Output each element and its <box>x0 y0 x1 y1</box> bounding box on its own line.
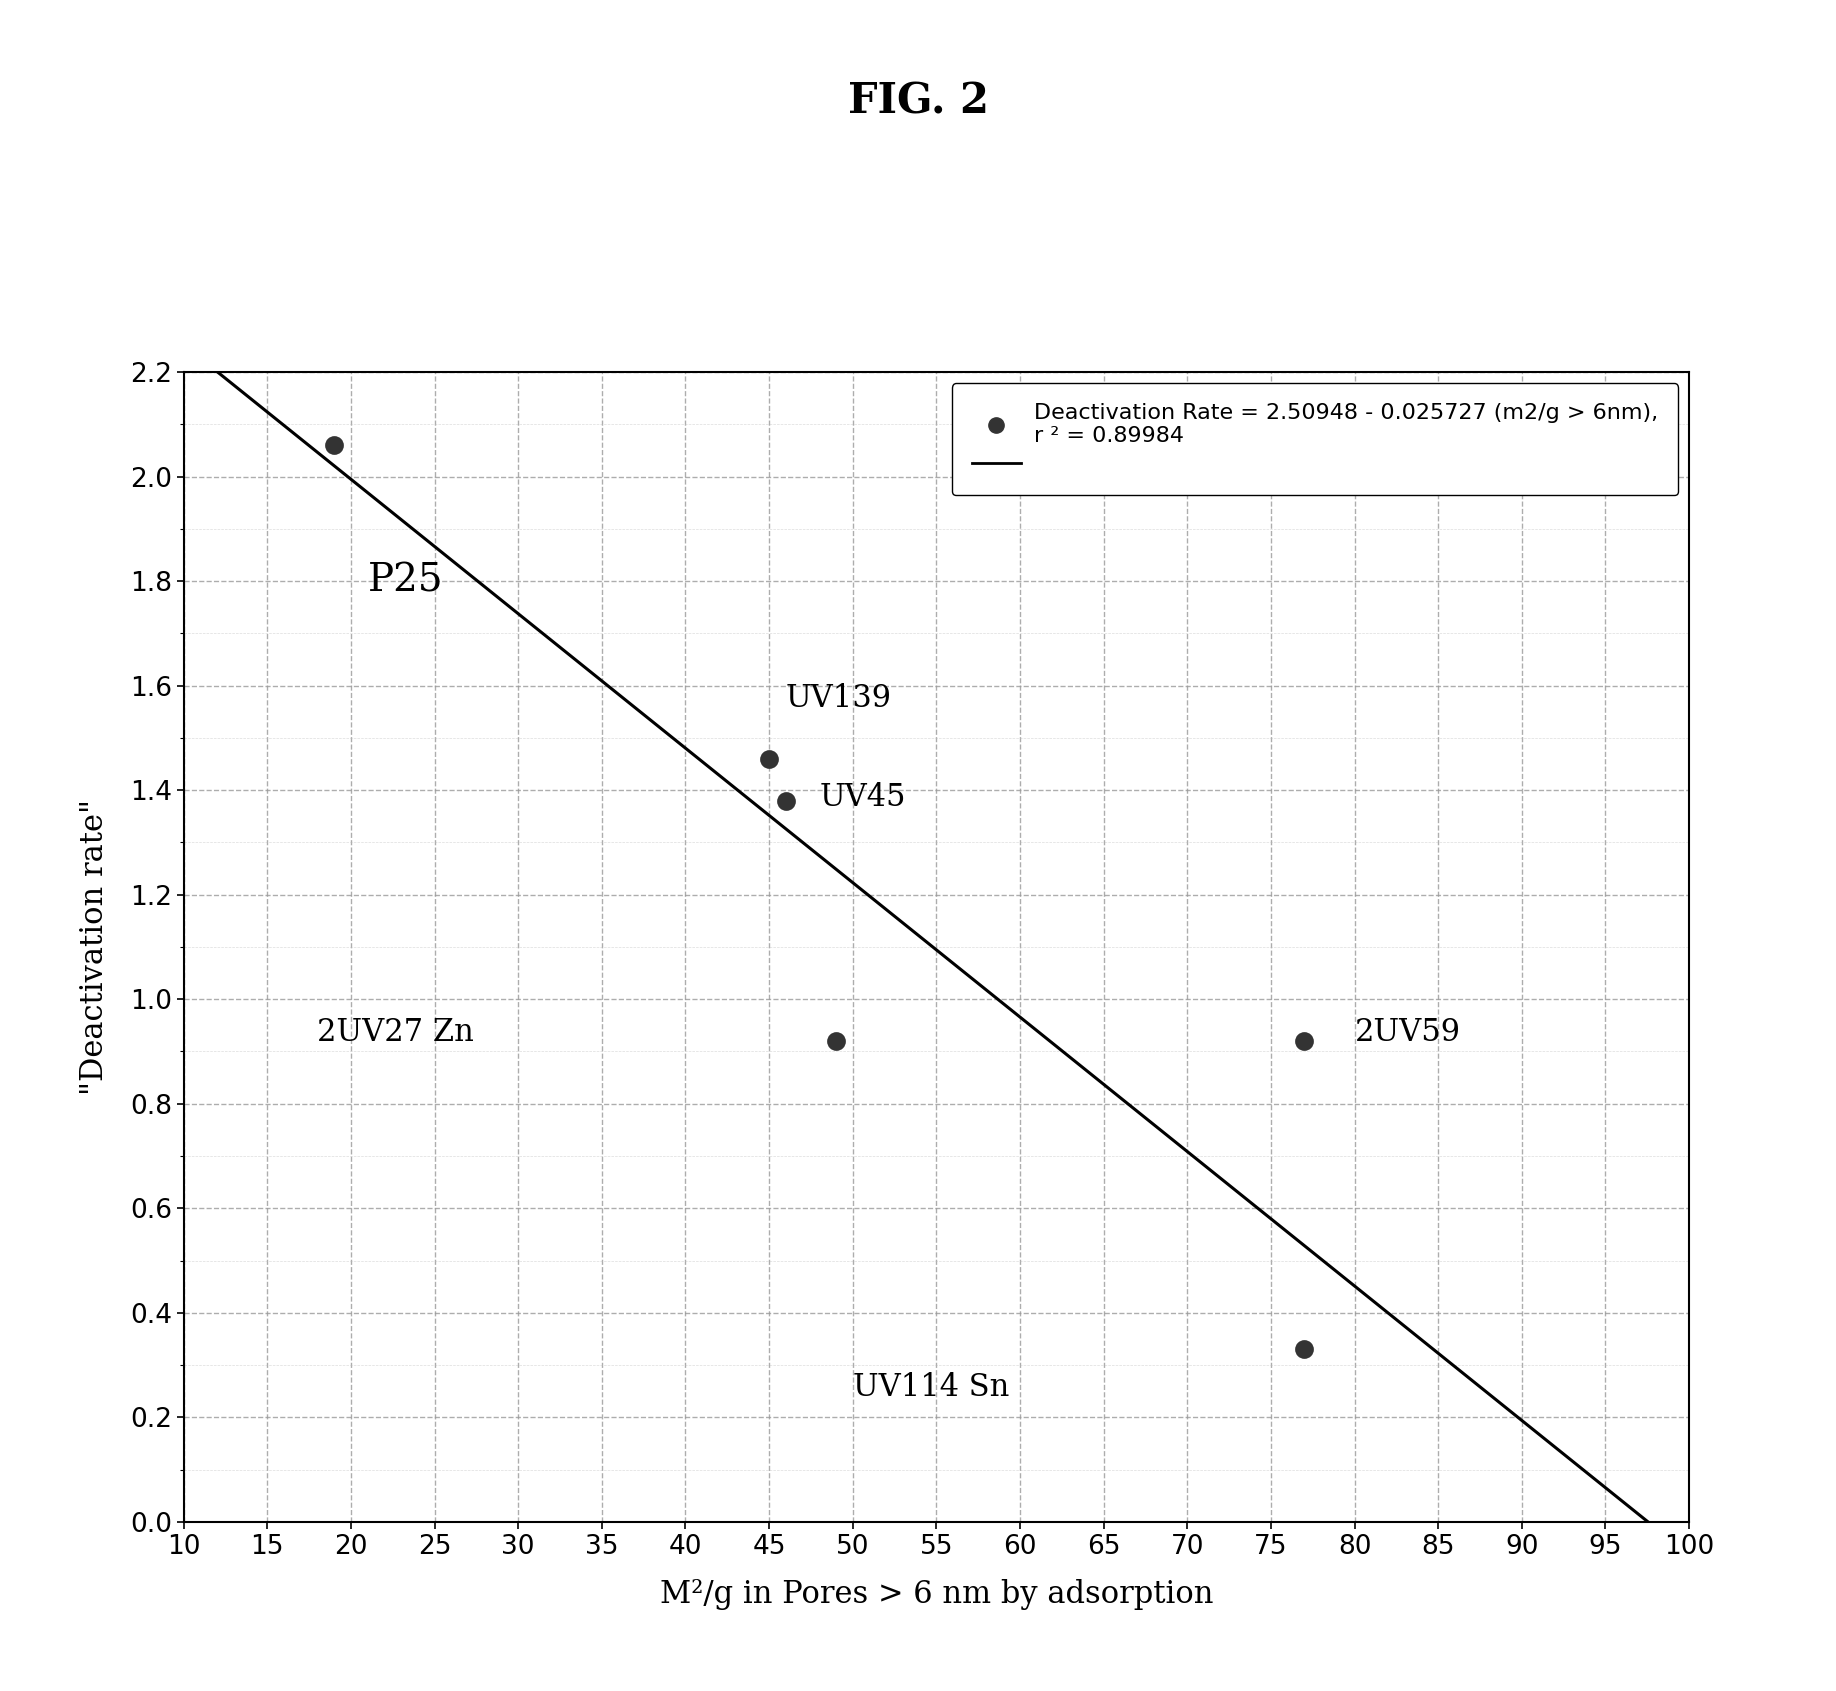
Text: UV139: UV139 <box>786 683 892 714</box>
X-axis label: M²/g in Pores > 6 nm by adsorption: M²/g in Pores > 6 nm by adsorption <box>659 1579 1214 1610</box>
Y-axis label: "Deactivation rate": "Deactivation rate" <box>79 798 110 1096</box>
Text: P25: P25 <box>367 563 442 600</box>
Text: UV45: UV45 <box>819 781 905 813</box>
Text: 2UV27 Zn: 2UV27 Zn <box>318 1016 474 1048</box>
Text: FIG. 2: FIG. 2 <box>848 81 988 122</box>
Legend: Deactivation Rate = 2.50948 - 0.025727 (m2/g > 6nm),
r ² = 0.89984, : Deactivation Rate = 2.50948 - 0.025727 (… <box>951 384 1678 495</box>
Text: UV114 Sn: UV114 Sn <box>852 1373 1010 1404</box>
Text: 2UV59: 2UV59 <box>1355 1016 1461 1048</box>
